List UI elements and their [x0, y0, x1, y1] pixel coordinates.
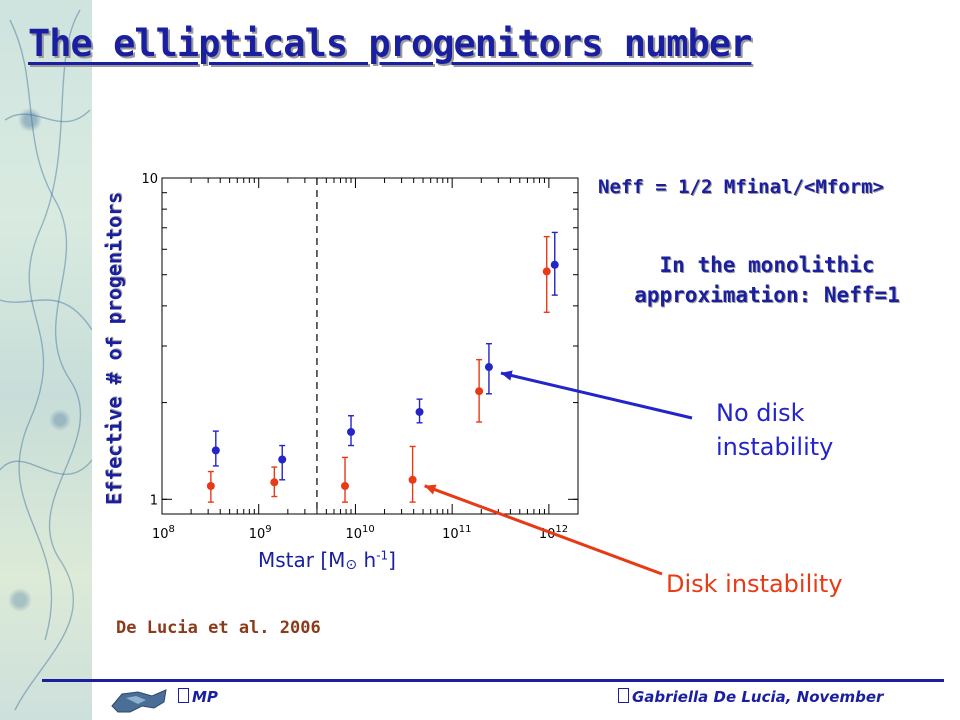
disk-data-point [475, 387, 484, 396]
disk-data-point [408, 475, 417, 484]
footer-right: Gabriella De Lucia, November [618, 688, 883, 706]
no_disk-data-point [484, 363, 493, 372]
x-axis-label-h: h [357, 548, 377, 572]
chart-x-axis-label: Mstar [M⊙ h-1] [258, 548, 396, 573]
x-axis-label-exponent: -1 [376, 548, 389, 563]
footer-right-box [618, 688, 629, 703]
monolithic-note: In the monolithic approximation: Neff=1 [634, 253, 900, 307]
disk-data-point [341, 481, 350, 490]
footer-divider [42, 679, 944, 682]
disk-instability-label: Disk instability [666, 570, 843, 598]
neff-formula: Neff = 1/2 Mfinal/<Mform> [598, 176, 884, 198]
progenitors-chart: 108 109 1010 1011 1012 1 10 [141, 172, 579, 542]
disk-data-point [270, 478, 279, 487]
footer-left: MP [178, 688, 218, 706]
y-tick-label: 10 [141, 172, 158, 187]
no_disk-data-point [211, 446, 220, 455]
chart-y-axis-label: Effective # of progenitors [102, 191, 126, 505]
plot-frame [161, 177, 579, 515]
disk-data-point [206, 481, 215, 490]
background-filament-strip [0, 0, 92, 720]
slide-title: The ellipticals progenitors number [28, 22, 752, 65]
x-axis-label-bracket: ] [388, 548, 396, 572]
no_disk-data-point [347, 427, 356, 436]
x-tick-label: 1011 [442, 524, 471, 542]
citation: De Lucia et al. 2006 [116, 618, 321, 638]
x-tick-label: 108 [152, 524, 175, 542]
y-tick-label: 1 [150, 493, 158, 508]
no-disk-instability-label: No disk instability [716, 399, 834, 461]
x-tick-label: 109 [249, 524, 272, 542]
footer-right-text: Gabriella De Lucia, November [632, 688, 884, 706]
footer-left-text: MP [192, 688, 218, 706]
x-tick-label: 1012 [539, 524, 568, 542]
no_disk-data-point [550, 260, 559, 269]
institute-logo [111, 689, 167, 713]
x-axis-label-text: Mstar [M [258, 548, 346, 572]
x-tick-label: 1010 [345, 524, 374, 542]
no_disk-data-point [415, 407, 424, 416]
footer-left-box [178, 688, 189, 703]
no_disk-data-point [278, 455, 287, 464]
solar-mass-symbol: ⊙ [345, 557, 358, 573]
disk-data-point [542, 267, 551, 276]
